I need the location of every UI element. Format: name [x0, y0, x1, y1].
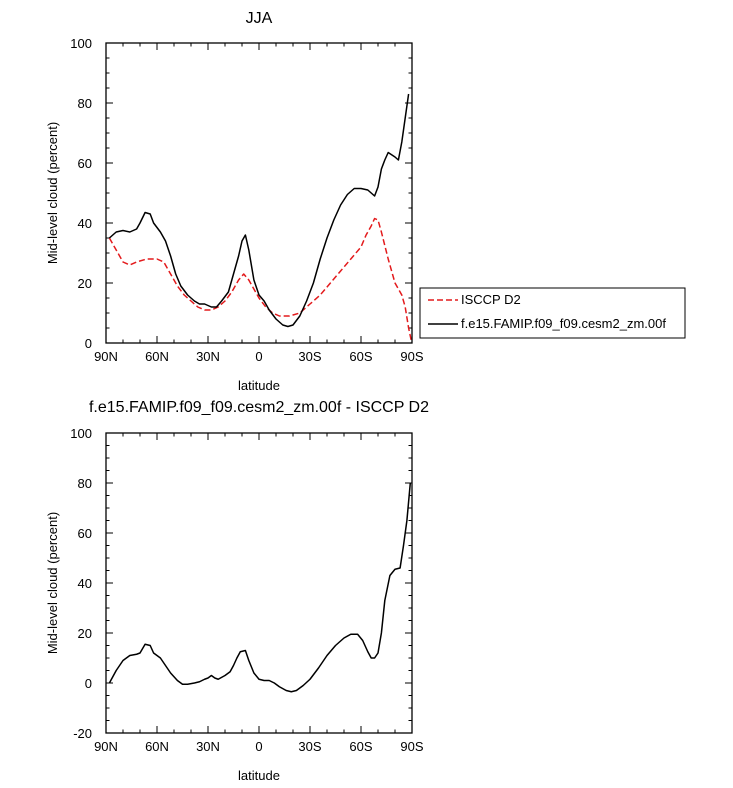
- bottom-ylabel: Mid-level cloud (percent): [45, 512, 60, 654]
- top-ytick-label: 60: [78, 156, 92, 171]
- legend-label-isccp: ISCCP D2: [461, 292, 521, 307]
- bottom-xtick-label: 30S: [298, 739, 321, 754]
- top-xtick-label: 90N: [94, 349, 118, 364]
- bottom-plot: f.e15.FAMIP.f09_f09.cesm2_zm.00f - ISCCP…: [45, 399, 429, 783]
- bottom-plot-frame: [105, 432, 413, 734]
- bottom-ytick-label: 60: [78, 526, 92, 541]
- top-xtick-label: 30N: [196, 349, 220, 364]
- top-ytick-label: 40: [78, 216, 92, 231]
- bottom-xtick-label: 0: [255, 739, 262, 754]
- bottom-ytick-label: 80: [78, 476, 92, 491]
- bottom-xtick-label: 60N: [145, 739, 169, 754]
- bottom-xtick-label: 90S: [400, 739, 423, 754]
- top-xtick-label: 30S: [298, 349, 321, 364]
- bottom-series-line-0: [108, 482, 412, 693]
- bottom-ytick-label: 40: [78, 576, 92, 591]
- top-chart-title: JJA: [246, 10, 273, 27]
- top-ytick-label: 0: [85, 336, 92, 351]
- legend: ISCCP D2 f.e15.FAMIP.f09_f09.cesm2_zm.00…: [419, 287, 686, 339]
- top-xtick-label: 90S: [400, 349, 423, 364]
- top-series-line-1: [108, 93, 410, 328]
- bottom-ytick-label: 20: [78, 626, 92, 641]
- top-ytick-label: 20: [78, 276, 92, 291]
- top-series-lines: [108, 93, 412, 341]
- top-ytick-label: 80: [78, 96, 92, 111]
- bottom-chart-title: f.e15.FAMIP.f09_f09.cesm2_zm.00f - ISCCP…: [89, 399, 429, 416]
- bottom-ytick-label: -20: [73, 726, 92, 741]
- legend-label-cesm: f.e15.FAMIP.f09_f09.cesm2_zm.00f: [461, 316, 666, 331]
- bottom-xtick-label: 30N: [196, 739, 220, 754]
- bottom-xlabel: latitude: [238, 768, 280, 783]
- top-series-line-0: [108, 217, 412, 341]
- top-xlabel: latitude: [238, 378, 280, 393]
- bottom-ytick-label: 100: [70, 426, 92, 441]
- top-plot-frame: [105, 42, 413, 344]
- top-axis-ticks: 90N 60N 30N 0 30S 60S 90S 0 20 40 60 80 100: [70, 36, 424, 364]
- bottom-xtick-label: 60S: [349, 739, 372, 754]
- top-xtick-label: 0: [255, 349, 262, 364]
- top-xtick-label: 60N: [145, 349, 169, 364]
- top-plot: JJA Mid-level cloud (percent) latitude 9…: [45, 10, 424, 393]
- bottom-axis-ticks: 90N 60N 30N 0 30S 60S 90S -20 0 20 40 60 80 100: [70, 426, 424, 754]
- top-ylabel: Mid-level cloud (percent): [45, 122, 60, 264]
- top-xtick-label: 60S: [349, 349, 372, 364]
- bottom-series-lines: [108, 482, 412, 693]
- legend-box: [419, 287, 686, 339]
- top-ytick-label: 100: [70, 36, 92, 51]
- bottom-xtick-label: 90N: [94, 739, 118, 754]
- bottom-ytick-label: 0: [85, 676, 92, 691]
